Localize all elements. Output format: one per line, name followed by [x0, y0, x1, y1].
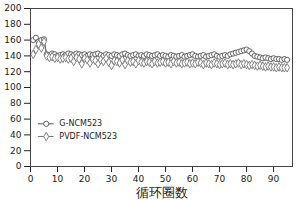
svg-text:0: 0 [28, 174, 34, 184]
svg-text:70: 70 [214, 174, 226, 184]
svg-text:PVDF-NCM523: PVDF-NCM523 [59, 132, 117, 141]
svg-text:G-NCM523: G-NCM523 [59, 119, 102, 128]
svg-text:60: 60 [187, 174, 199, 184]
svg-text:循环圈数: 循环圈数 [136, 185, 188, 200]
svg-text:50: 50 [160, 174, 172, 184]
svg-text:20: 20 [10, 146, 22, 156]
svg-text:40: 40 [133, 174, 145, 184]
svg-text:120: 120 [4, 67, 21, 77]
svg-text:10: 10 [52, 174, 64, 184]
svg-text:80: 80 [10, 98, 22, 108]
svg-text:90: 90 [268, 174, 280, 184]
svg-text:20: 20 [79, 174, 91, 184]
svg-text:60: 60 [10, 114, 22, 124]
svg-text:140: 140 [4, 51, 21, 61]
svg-text:30: 30 [106, 174, 118, 184]
svg-text:160: 160 [4, 35, 21, 45]
svg-text:100: 100 [4, 82, 21, 92]
svg-text:0: 0 [16, 161, 22, 171]
svg-text:40: 40 [10, 130, 22, 140]
svg-text:180: 180 [4, 19, 21, 29]
svg-text:80: 80 [241, 174, 253, 184]
svg-text:200: 200 [4, 3, 21, 13]
